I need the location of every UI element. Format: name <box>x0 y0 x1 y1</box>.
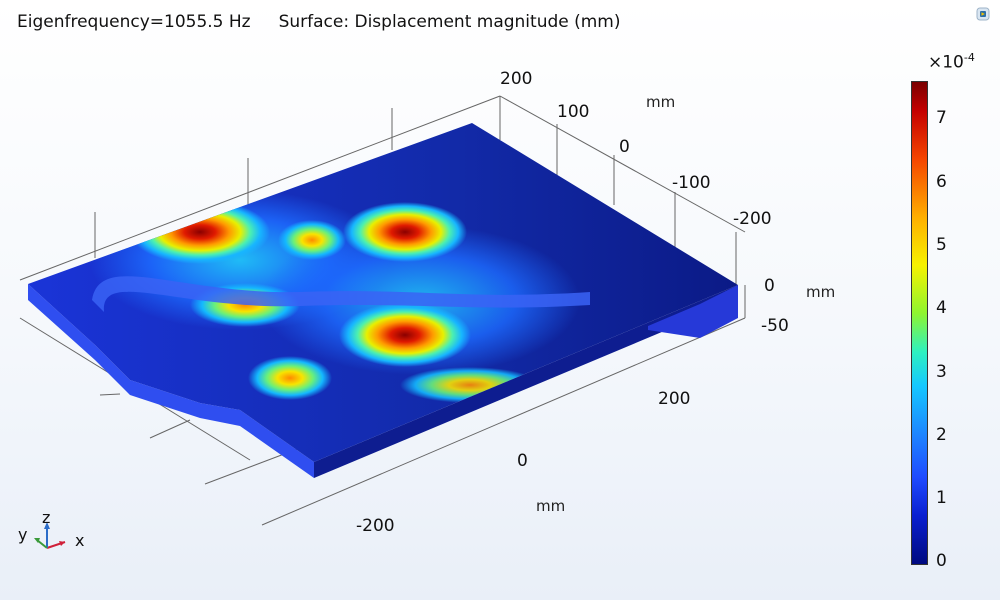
top-tick-200: 200 <box>500 69 532 89</box>
triad-x-label: x <box>75 531 84 550</box>
triad-z-label: z <box>42 510 50 527</box>
top-axis-unit: mm <box>646 93 675 111</box>
colorbar-tick-6: 6 <box>936 172 947 192</box>
colorbar-tick-7: 7 <box>936 108 947 128</box>
top-tick-100: 100 <box>557 102 589 122</box>
axis-grid-lines <box>19 95 746 526</box>
front-tick-0: 0 <box>517 451 528 471</box>
colorbar-multiplier: ×10-4 <box>928 51 975 73</box>
right-axis-unit: mm <box>806 283 835 301</box>
front-tick-200: 200 <box>658 389 690 409</box>
eigenfrequency-label: Eigenfrequency=1055.5 Hz <box>17 12 251 32</box>
top-tick-0: 0 <box>619 137 630 157</box>
top-axis-ticks: 200 100 0 -100 -200 mm <box>500 69 772 229</box>
app-logo-icon <box>976 7 990 21</box>
front-axis-ticks: 200 0 -200 mm <box>356 389 690 536</box>
surface-expression-label: Surface: Displacement magnitude (mm) <box>278 12 621 32</box>
support-block <box>648 285 738 338</box>
right-axis-ticks: 0 -50 mm <box>761 276 835 336</box>
colorbar-tick-1: 1 <box>936 488 947 508</box>
front-axis-unit: mm <box>536 497 565 515</box>
colorbar-tick-3: 3 <box>936 362 947 382</box>
colorbar-multiplier-exponent: -4 <box>963 51 975 64</box>
plate-right-face <box>314 285 738 478</box>
triad-y-label: y <box>18 525 27 544</box>
colorbar-multiplier-base: ×10 <box>928 52 964 73</box>
colorbar-tick-5: 5 <box>936 235 947 255</box>
front-tick-minus-200: -200 <box>356 516 395 536</box>
plate-geometry <box>28 123 738 478</box>
coordinate-triad: x y z <box>18 510 84 550</box>
plot-title: Eigenfrequency=1055.5 Hz Surface: Displac… <box>17 12 621 32</box>
color-legend-bar <box>911 81 928 565</box>
right-tick-minus-50: -50 <box>761 316 789 336</box>
stiffener-rib <box>92 276 590 312</box>
colorbar-tick-4: 4 <box>936 298 947 318</box>
right-tick-0: 0 <box>764 276 775 296</box>
colorbar-tick-0: 0 <box>936 551 947 571</box>
top-tick-minus-200: -200 <box>733 209 772 229</box>
colorbar-tick-2: 2 <box>936 425 947 445</box>
top-tick-minus-100: -100 <box>672 173 711 193</box>
